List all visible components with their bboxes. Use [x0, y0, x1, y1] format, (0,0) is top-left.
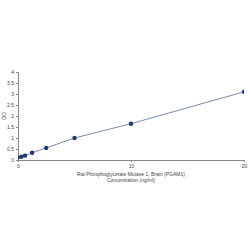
- data-point: [72, 136, 76, 140]
- y-tick: 2.5: [7, 102, 18, 108]
- y-tick-mark: [16, 105, 18, 106]
- x-tick: 20: [242, 160, 248, 169]
- y-tick-mark: [16, 94, 18, 95]
- y-tick-mark: [16, 83, 18, 84]
- y-tick: 0: [11, 157, 18, 163]
- data-point: [23, 153, 27, 157]
- x-axis-title: Rat Phosphoglycerate Mutase 1, Brain (PG…: [77, 171, 185, 183]
- y-tick: 2: [11, 113, 18, 119]
- data-point: [242, 90, 244, 94]
- y-tick-label: 2: [11, 113, 14, 119]
- y-axis: 0 0.5 1 1.5 2 2.5 3 3.5 4: [7, 69, 18, 163]
- y-tick: 3: [11, 91, 18, 97]
- series-line: [18, 92, 244, 158]
- y-tick: 3.5: [7, 80, 18, 86]
- y-tick-mark: [16, 138, 18, 139]
- y-tick-label: 1.5: [7, 124, 14, 130]
- y-axis-line: [16, 73, 19, 161]
- y-tick-label: 0: [11, 157, 14, 163]
- y-tick-mark: [16, 160, 18, 161]
- series-group: [18, 90, 244, 160]
- data-point: [44, 146, 48, 150]
- y-tick-label: 0.5: [7, 146, 14, 152]
- data-point: [129, 122, 133, 126]
- y-tick-mark: [16, 72, 18, 73]
- plot: 0 10 20 0 0.5 1 1.5 2 2.5 3 3.5 4 Rat Phosphoglycera…: [1, 69, 247, 183]
- y-tick-label: 4: [11, 69, 14, 75]
- y-tick-mark: [16, 149, 18, 150]
- data-point: [30, 151, 34, 155]
- y-tick: 1: [11, 135, 18, 141]
- x-tick: 10: [129, 160, 135, 169]
- y-tick-label: 3: [11, 91, 14, 97]
- x-axis: 0 10 20: [17, 160, 247, 169]
- x-tick: 0: [17, 160, 20, 169]
- y-tick: 1.5: [7, 124, 18, 130]
- x-tick-label: 20: [242, 163, 248, 169]
- y-tick-mark: [16, 116, 18, 117]
- x-tick-label: 0: [17, 163, 20, 169]
- y-tick: 4: [11, 69, 18, 75]
- y-tick-label: 2.5: [7, 102, 14, 108]
- y-tick-mark: [16, 127, 18, 128]
- y-tick-label: 3.5: [7, 80, 14, 86]
- x-tick-label: 10: [129, 163, 135, 169]
- y-tick-label: 1: [11, 135, 14, 141]
- y-tick: 0.5: [7, 146, 18, 152]
- y-axis-title: OD: [1, 112, 7, 120]
- chart: 0 10 20 0 0.5 1 1.5 2 2.5 3 3.5 4 Rat Phosphoglycera…: [0, 0, 250, 250]
